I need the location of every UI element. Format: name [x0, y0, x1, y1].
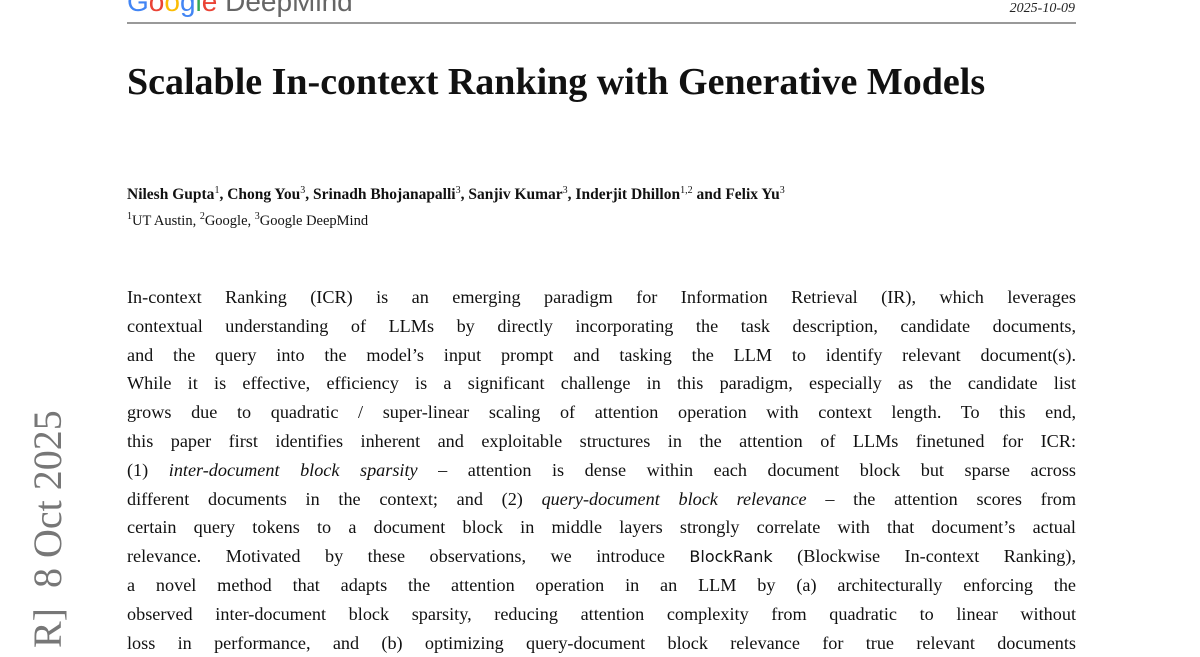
author-affiliation-mark: 1: [214, 185, 220, 196]
abstract-line: grows due to quadratic / super-linear sc…: [127, 398, 1076, 427]
abstract-line: contextual understanding of LLMs by dire…: [127, 312, 1076, 341]
paper-title: Scalable In-context Ranking with Generat…: [127, 61, 986, 103]
emphasized-term: inter-document block sparsity: [168, 459, 418, 480]
author-separator: and: [692, 186, 726, 203]
author-separator: ,: [460, 186, 469, 203]
abstract-text: grows due to quadratic / super-linear sc…: [127, 402, 1076, 423]
abstract-text: In-context Ranking (ICR) is an emerging …: [127, 287, 1076, 307]
affiliation-name: UT Austin: [132, 213, 193, 229]
abstract-text: contextual understanding of LLMs by dire…: [127, 315, 1076, 336]
affiliation-number: 2: [199, 211, 205, 222]
arxiv-watermark: R] 8 Oct 2025: [25, 410, 70, 648]
affiliation-name: Google: [204, 213, 248, 229]
abstract-text: different documents in the context; and …: [127, 488, 542, 509]
abstract-line: certain query tokens to a document block…: [127, 513, 1076, 542]
abstract-line: a novel method that adapts the attention…: [127, 571, 1076, 600]
author-affiliation-mark: 3: [300, 185, 306, 196]
author-separator: ,: [567, 186, 576, 203]
author-affiliation-mark: 3: [779, 185, 785, 196]
abstract-text: (1): [127, 459, 169, 480]
publication-date: 2025-10-09: [1009, 1, 1075, 16]
abstract-line: observed inter-document block sparsity, …: [127, 600, 1076, 629]
author-affiliation-mark: 3: [455, 185, 461, 196]
author-name: Felix Yu: [725, 186, 780, 203]
author-name: Chong You: [227, 186, 301, 203]
author-list: Nilesh Gupta1, Chong You3, Srinadh Bhoja…: [127, 186, 785, 204]
abstract-text: (Blockwise In-context Ranking),: [772, 546, 1076, 567]
abstract-text: observed inter-document block sparsity, …: [127, 603, 1076, 624]
abstract-text: relevance. Motivated by these observatio…: [127, 546, 690, 567]
author-separator: ,: [219, 186, 228, 203]
author-affiliation-mark: 1,2: [680, 185, 693, 196]
abstract-text: this paper first identifies inherent and…: [127, 430, 1076, 451]
abstract-text: – attention is dense within each documen…: [417, 459, 1076, 480]
abstract-line: relevance. Motivated by these observatio…: [127, 542, 1076, 571]
abstract-text: certain query tokens to a document block…: [127, 517, 1076, 538]
google-deepmind-logo: Google DeepMind: [127, 0, 353, 17]
affiliation-number: 1: [127, 211, 132, 222]
abstract-text: – the attention scores from: [806, 488, 1076, 509]
abstract-text: loss in performance, and (b) optimizing …: [127, 632, 1076, 653]
affiliation-name: Google DeepMind: [259, 213, 369, 229]
affiliations: 1UT Austin, 2Google, 3Google DeepMind: [127, 211, 369, 230]
abstract-text: and the query into the model’s input pro…: [127, 344, 1076, 365]
abstract-line: this paper first identifies inherent and…: [127, 427, 1076, 456]
emphasized-term: query-document block relevance: [541, 488, 807, 509]
abstract-line: While it is effective, efficiency is a s…: [127, 369, 1076, 398]
affiliation-number: 3: [254, 211, 260, 222]
abstract-line: and the query into the model’s input pro…: [127, 341, 1076, 370]
author-separator: ,: [305, 186, 314, 203]
author-name: Srinadh Bhojanapalli: [313, 186, 456, 203]
author-name: Nilesh Gupta: [127, 186, 215, 203]
abstract: In-context Ranking (ICR) is an emerging …: [127, 283, 1076, 657]
abstract-line: different documents in the context; and …: [127, 485, 1076, 514]
abstract-line: In-context Ranking (ICR) is an emerging …: [127, 283, 1076, 312]
method-name: BlockRank: [689, 547, 773, 567]
author-name: Sanjiv Kumar: [468, 186, 563, 203]
abstract-text: While it is effective, efficiency is a s…: [127, 373, 1076, 394]
author-affiliation-mark: 3: [562, 185, 568, 196]
author-name: Inderjit Dhillon: [575, 186, 681, 203]
header-rule: [127, 22, 1076, 24]
abstract-line: (1) inter-document block sparsity – atte…: [127, 456, 1076, 485]
abstract-text: a novel method that adapts the attention…: [127, 574, 1076, 595]
abstract-line: loss in performance, and (b) optimizing …: [127, 629, 1076, 657]
